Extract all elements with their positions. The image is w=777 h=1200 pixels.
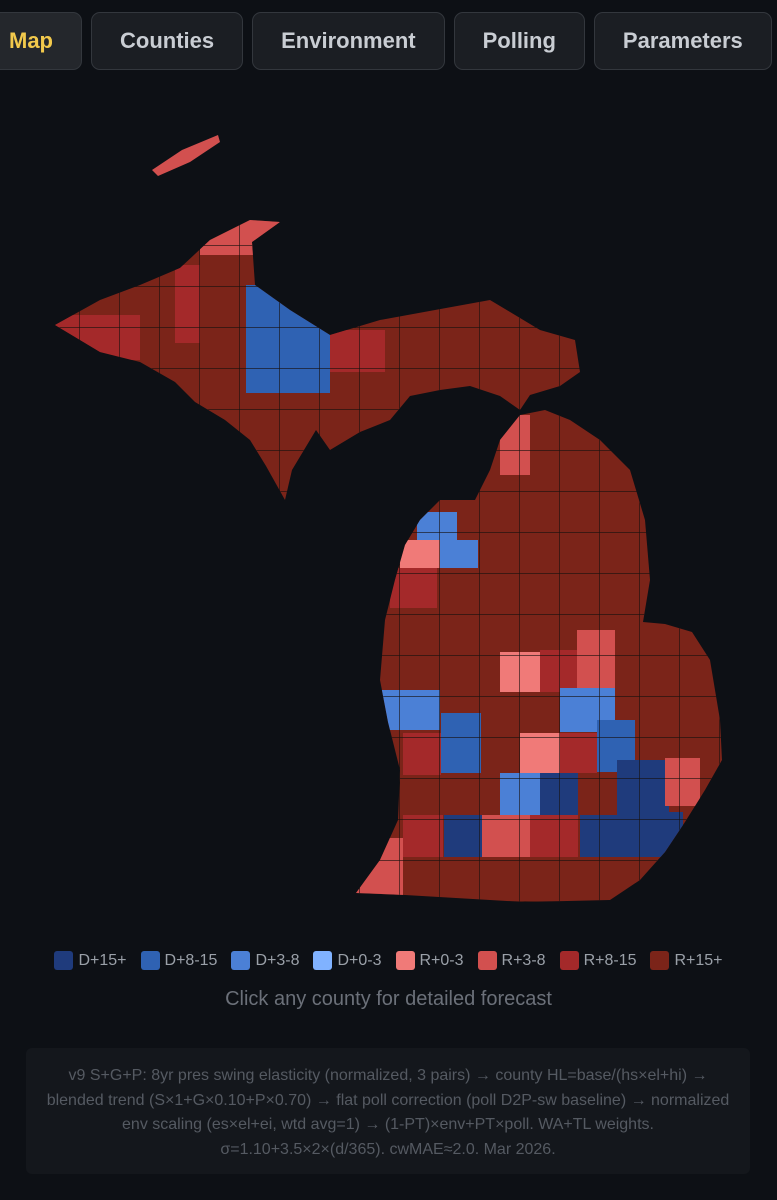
legend-swatch [650,951,670,970]
hint: Click any county for detailed forecast [225,988,552,1010]
tab[interactable]: Polling [453,12,585,70]
legend-swatch [140,951,160,970]
legend-item: R+15+ [650,951,723,970]
legend-swatch [54,951,74,970]
legend-label: R+15+ [674,951,723,969]
legend-label: D+15+ [78,951,127,969]
legend-item: D+8-15 [140,951,218,970]
legend-item: R+0-3 [395,951,464,970]
county[interactable] [152,135,220,176]
legend-label: D+8-15 [164,951,218,969]
county-borders [356,410,722,902]
tab[interactable]: Counties [91,12,244,70]
legend-label: D+3-8 [255,951,300,969]
tab[interactable]: Environment [252,12,445,70]
legend-label: R+3-8 [501,951,546,969]
legend-item: R+3-8 [477,951,546,970]
footnote: v9 S+G+P: 8yr pres swing elasticity (nor… [26,1048,750,1174]
legend: D+15+ D+8-15 D+3-8 D+0-3 R+0-3 R+3-8 R+8-15 R+1… [0,951,777,970]
legend-item: D+0-3 [313,951,382,970]
tab-bar: Map Counties Environment Polling Parameters [0,12,772,70]
tab[interactable]: Parameters [593,12,772,70]
legend-label: D+0-3 [337,951,382,969]
legend-item: R+8-15 [559,951,637,970]
legend-item: D+15+ [54,951,127,970]
lower-peninsula [356,410,722,902]
legend-swatch [477,951,497,970]
legend-swatch [313,951,333,970]
legend-swatch [559,951,579,970]
legend-swatch [395,951,415,970]
legend-label: R+8-15 [583,951,637,969]
tab[interactable]: Map [0,12,82,70]
legend-label: R+0-3 [419,951,464,969]
michigan-map[interactable] [0,90,777,920]
legend-item: D+3-8 [231,951,299,970]
legend-swatch [231,951,251,970]
